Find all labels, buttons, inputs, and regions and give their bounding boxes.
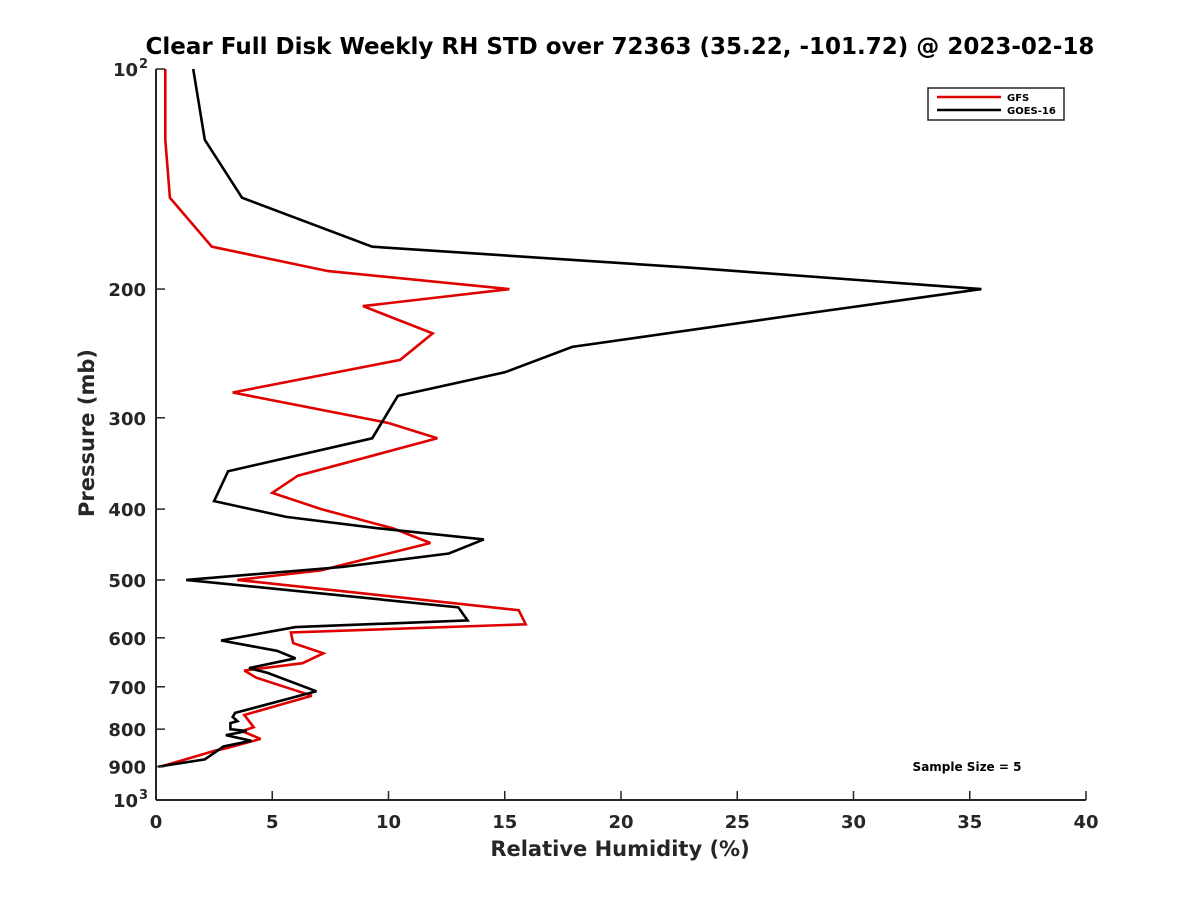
y-tick-label: 10 bbox=[113, 791, 138, 812]
x-axis-label: Relative Humidity (%) bbox=[490, 837, 749, 861]
sample-size-annotation: Sample Size = 5 bbox=[913, 760, 1022, 774]
series-line-goes-16 bbox=[158, 68, 982, 768]
series-layer bbox=[158, 68, 982, 768]
y-axis-label: Pressure (mb) bbox=[75, 349, 99, 517]
legend-label-goes-16: GOES-16 bbox=[1007, 106, 1056, 117]
x-tick-label: 20 bbox=[608, 812, 633, 833]
y-tick-label: 400 bbox=[108, 500, 146, 521]
y-tick-label: 300 bbox=[108, 409, 146, 430]
x-ticks: 0 5 10 15 20 25 30 35 40 bbox=[150, 791, 1099, 833]
legend-label-gfs: GFS bbox=[1007, 93, 1029, 104]
y-tick-label: 600 bbox=[108, 629, 146, 650]
x-tick-label: 0 bbox=[150, 812, 163, 833]
y-tick-label: 700 bbox=[108, 678, 146, 699]
x-tick-label: 5 bbox=[266, 812, 279, 833]
x-tick-label: 35 bbox=[957, 812, 982, 833]
y-tick-label: 200 bbox=[108, 280, 146, 301]
y-tick-label: 10 bbox=[113, 60, 138, 81]
legend-box bbox=[927, 87, 1065, 121]
series-line-gfs bbox=[160, 69, 528, 768]
y-tick-exponent: 2 bbox=[139, 57, 148, 72]
x-tick-label: 15 bbox=[492, 812, 517, 833]
x-tick-label: 30 bbox=[841, 812, 866, 833]
x-tick-label: 25 bbox=[725, 812, 750, 833]
y-tick-label: 900 bbox=[108, 758, 146, 779]
y-tick-exponent: 3 bbox=[139, 788, 148, 803]
plot-area: 0 5 10 15 20 25 30 35 40 10 220030040050060070080… bbox=[108, 57, 1098, 833]
chart-title: Clear Full Disk Weekly RH STD over 72363… bbox=[146, 34, 1095, 60]
legend: GFS GOES-16 bbox=[927, 87, 1065, 121]
x-tick-label: 40 bbox=[1073, 812, 1098, 833]
y-tick-label: 500 bbox=[108, 571, 146, 592]
x-tick-label: 10 bbox=[376, 812, 401, 833]
y-tick-label: 800 bbox=[108, 720, 146, 741]
